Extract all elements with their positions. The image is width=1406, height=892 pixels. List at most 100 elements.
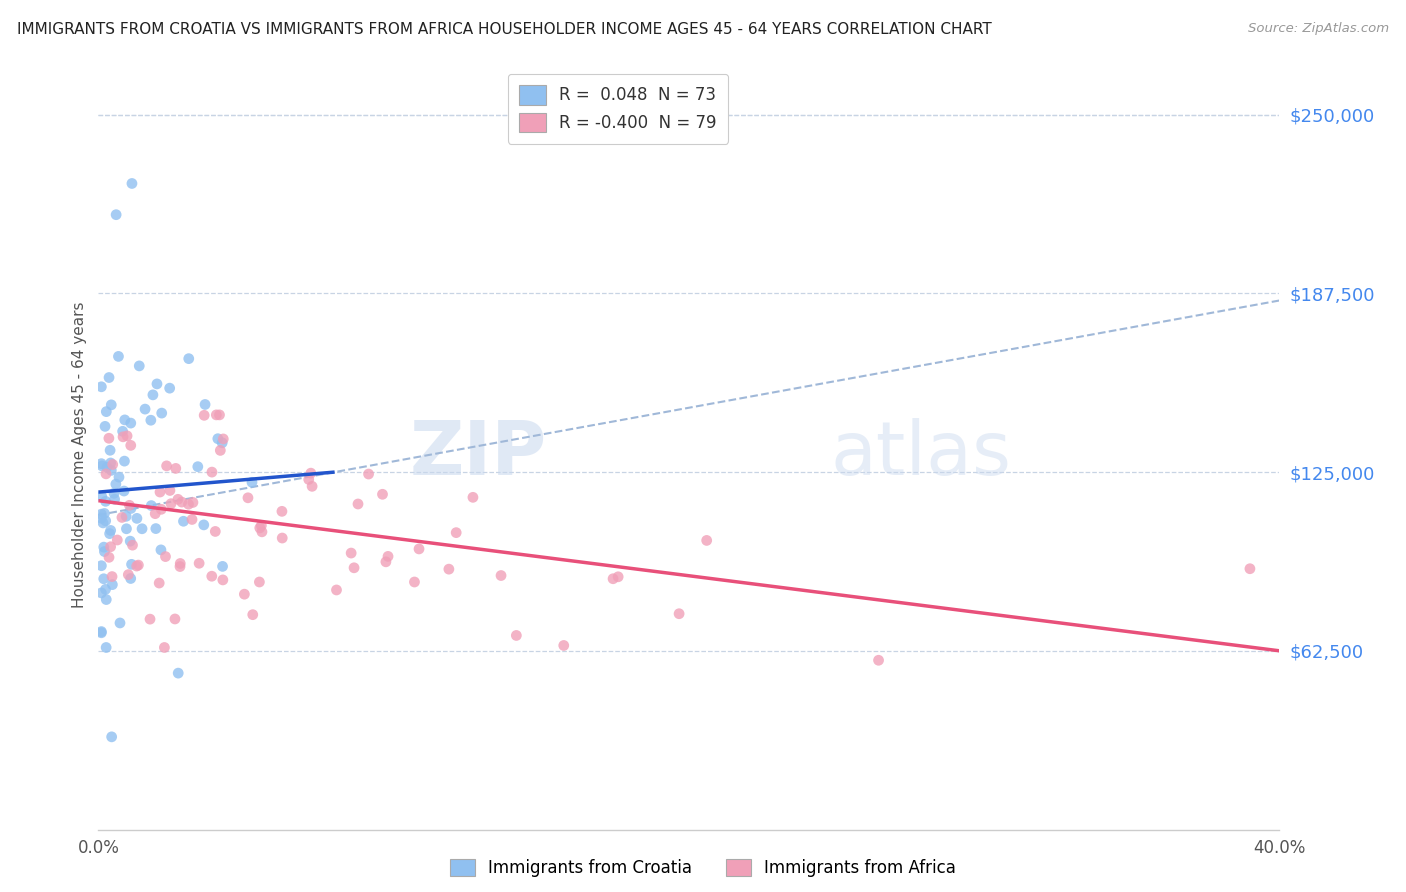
Point — [115, 522, 138, 536]
Point — [139, 612, 162, 626]
Point — [100, 456, 122, 470]
Point — [188, 556, 211, 570]
Point — [602, 572, 624, 586]
Point — [120, 438, 142, 452]
Point — [325, 582, 347, 597]
Point — [299, 466, 322, 480]
Point — [167, 492, 190, 507]
Point — [211, 435, 233, 450]
Point — [105, 208, 128, 222]
Text: Source: ZipAtlas.com: Source: ZipAtlas.com — [1249, 22, 1389, 36]
Point — [128, 359, 150, 373]
Point — [96, 592, 118, 607]
Point — [149, 542, 172, 557]
Point — [236, 491, 259, 505]
Point — [505, 628, 527, 642]
Legend: Immigrants from Croatia, Immigrants from Africa: Immigrants from Croatia, Immigrants from… — [443, 852, 963, 884]
Point — [167, 666, 190, 681]
Point — [163, 612, 186, 626]
Point — [94, 582, 117, 597]
Point — [90, 511, 112, 525]
Point — [121, 538, 143, 552]
Point — [90, 380, 112, 394]
Point — [193, 517, 215, 532]
Point — [250, 518, 273, 533]
Point — [169, 557, 191, 571]
Point — [121, 177, 143, 191]
Point — [90, 457, 112, 471]
Point — [93, 572, 115, 586]
Point — [112, 483, 135, 498]
Point — [100, 524, 122, 538]
Point — [408, 541, 430, 556]
Point — [98, 526, 121, 541]
Legend: R =  0.048  N = 73, R = -0.400  N = 79: R = 0.048 N = 73, R = -0.400 N = 79 — [508, 74, 728, 144]
Point — [120, 572, 142, 586]
Point — [131, 522, 153, 536]
Point — [100, 398, 122, 412]
Point — [125, 559, 148, 574]
Y-axis label: Householder Income Ages 45 - 64 years: Householder Income Ages 45 - 64 years — [72, 301, 87, 608]
Point — [118, 498, 141, 512]
Point — [104, 477, 127, 491]
Point — [146, 376, 169, 391]
Point — [121, 558, 143, 572]
Point — [90, 490, 112, 504]
Point — [461, 491, 484, 505]
Point — [343, 561, 366, 575]
Point — [115, 429, 138, 443]
Point — [101, 569, 124, 583]
Point — [242, 607, 264, 622]
Point — [112, 454, 135, 468]
Point — [247, 574, 270, 589]
Point — [111, 425, 134, 439]
Point — [111, 510, 134, 524]
Point — [250, 524, 273, 539]
Point — [271, 504, 294, 518]
Point — [298, 472, 321, 486]
Point — [205, 408, 228, 422]
Point — [201, 569, 224, 583]
Point — [233, 587, 256, 601]
Point — [207, 432, 229, 446]
Point — [90, 624, 112, 639]
Point — [212, 432, 235, 446]
Point — [204, 524, 226, 539]
Point — [377, 549, 399, 564]
Point — [114, 413, 136, 427]
Point — [172, 514, 194, 528]
Point — [249, 521, 271, 535]
Point — [181, 512, 204, 526]
Point — [159, 381, 181, 395]
Point — [98, 443, 121, 458]
Point — [607, 570, 630, 584]
Point — [155, 549, 177, 564]
Point — [437, 562, 460, 576]
Point — [374, 555, 396, 569]
Point — [145, 522, 167, 536]
Point — [142, 388, 165, 402]
Point — [165, 461, 187, 475]
Point — [444, 525, 467, 540]
Point — [108, 470, 131, 484]
Point — [149, 485, 172, 500]
Point — [105, 533, 128, 547]
Point — [170, 495, 193, 509]
Point — [177, 351, 200, 366]
Point — [94, 494, 117, 508]
Point — [271, 531, 294, 545]
Point — [94, 640, 117, 655]
Point — [103, 486, 125, 500]
Text: ZIP: ZIP — [411, 418, 547, 491]
Point — [209, 443, 232, 458]
Point — [112, 430, 135, 444]
Point — [371, 487, 394, 501]
Point — [94, 419, 117, 434]
Point — [117, 567, 139, 582]
Point — [148, 576, 170, 591]
Point — [96, 460, 118, 475]
Point — [100, 730, 122, 744]
Point — [94, 467, 117, 481]
Point — [125, 511, 148, 525]
Point — [187, 459, 209, 474]
